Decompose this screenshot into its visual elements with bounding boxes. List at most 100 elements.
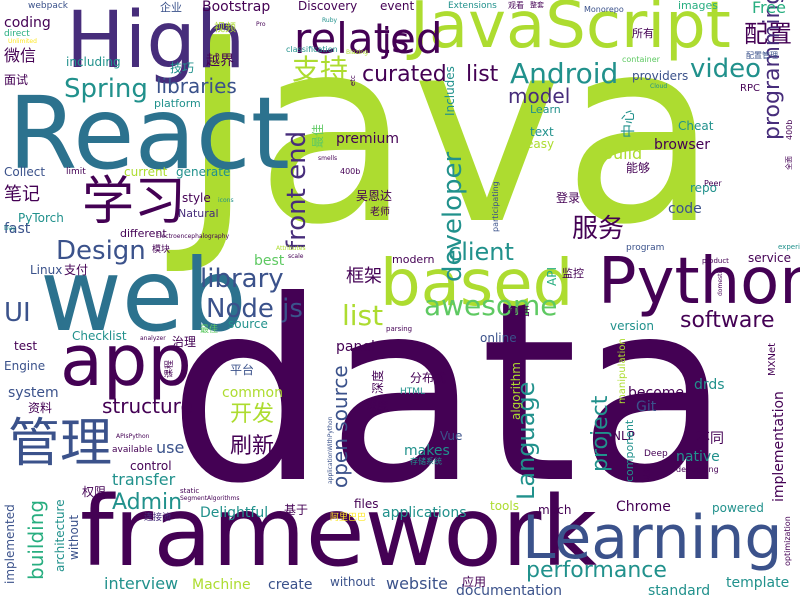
word-git: Git bbox=[636, 399, 657, 415]
word-processing: parsing bbox=[386, 325, 413, 333]
word-zhili: 治理 bbox=[172, 335, 197, 349]
word-libraries: libraries bbox=[156, 74, 237, 98]
word-engine: Engine bbox=[4, 359, 46, 373]
word-zuijia: 最佳 bbox=[200, 325, 219, 335]
word-interview: interview bbox=[104, 574, 179, 593]
word-laoshi: 老师 bbox=[370, 207, 390, 218]
word-nodejs: Node js bbox=[206, 294, 303, 324]
word-app: app bbox=[60, 320, 192, 402]
word-peizhiguanli: 配置管理 bbox=[746, 51, 778, 60]
word-design: Design bbox=[56, 236, 146, 266]
word-debugging: optimization bbox=[783, 516, 792, 566]
word-shuaxin: 刷新 bbox=[230, 434, 275, 459]
word-programming: programming bbox=[760, 0, 785, 140]
word-day: Day bbox=[4, 225, 16, 232]
word-rest: debugging bbox=[676, 465, 719, 474]
word-wuenda: 吴恩达 bbox=[356, 189, 393, 203]
word-mianshi: 面试 bbox=[4, 73, 29, 87]
word-building: building bbox=[24, 499, 48, 580]
word-browser: browser bbox=[654, 137, 711, 153]
word-applications: applications bbox=[382, 505, 467, 521]
word-much: much bbox=[538, 503, 572, 517]
word-qiye: 企业 bbox=[160, 1, 182, 14]
word-become: become bbox=[628, 385, 685, 401]
word-zhongxin: 中心 bbox=[621, 110, 637, 138]
word-source: source bbox=[228, 317, 268, 331]
word-software: software bbox=[680, 308, 775, 333]
word-code: code bbox=[668, 201, 702, 217]
word-unlimited: Unlimited bbox=[8, 38, 37, 45]
word-transfer: transfer bbox=[112, 470, 176, 489]
word-images: images bbox=[678, 0, 718, 12]
word-files: files bbox=[354, 497, 379, 511]
word-static: available bbox=[112, 445, 153, 455]
word-attributes: Attributes bbox=[276, 245, 306, 252]
word-native: native bbox=[676, 449, 720, 465]
word-ziliao: 资料 bbox=[28, 401, 53, 415]
word-documentation: documentation bbox=[456, 583, 563, 599]
word-coding: coding bbox=[4, 15, 51, 31]
word-version: version bbox=[610, 319, 654, 333]
word-makes: makes bbox=[404, 443, 450, 459]
word-alibaba: 阿里巴巴 bbox=[330, 513, 367, 523]
word-library: library bbox=[200, 264, 284, 294]
word-analyzer: analyzer bbox=[140, 335, 166, 342]
word-kuangjia: 框架 bbox=[346, 266, 382, 287]
word-implementation: implementation bbox=[771, 391, 787, 502]
word-free: Free bbox=[752, 0, 786, 17]
word-butong: 不同 bbox=[696, 431, 724, 447]
word-learn: Learn bbox=[530, 103, 561, 116]
word-quanxian: 权限 bbox=[82, 485, 107, 499]
word-structure: structure bbox=[102, 394, 193, 418]
word-build: Build bbox=[602, 144, 643, 163]
word-different: different bbox=[120, 227, 167, 240]
word-js: js bbox=[382, 21, 410, 61]
word-manipulation: HTML bbox=[400, 387, 426, 397]
word-web: web bbox=[40, 237, 247, 354]
word-smells: smells bbox=[318, 155, 338, 162]
word-xuexi: 学习 bbox=[82, 172, 187, 232]
word-use: use bbox=[156, 438, 185, 457]
word-zhichi: 支持 bbox=[292, 53, 349, 86]
word-react: React bbox=[8, 75, 290, 192]
word-test: test bbox=[14, 339, 38, 353]
word-etc: etc bbox=[349, 75, 357, 86]
word-applicationwithpython: applicationWithPython bbox=[327, 416, 334, 484]
word-apispython: APIsPython bbox=[116, 433, 150, 440]
word-nlp: NLP bbox=[612, 429, 635, 443]
word-website: website bbox=[386, 574, 448, 593]
word-current: current bbox=[124, 165, 168, 179]
word-fenbushi: 分布式 bbox=[410, 371, 447, 385]
word-parsing: Deep bbox=[644, 449, 668, 459]
word-experience: program bbox=[626, 243, 665, 253]
word-rpc: RPC bbox=[740, 83, 760, 94]
word-blazing: Blazing bbox=[346, 49, 368, 56]
word-discovery: Discovery bbox=[298, 0, 358, 13]
word-easy: easy bbox=[526, 137, 555, 151]
word-online: online bbox=[480, 331, 517, 345]
word-architecture: architecture bbox=[53, 499, 67, 572]
word-create: create bbox=[268, 577, 313, 593]
word-checklist: Checklist bbox=[72, 329, 127, 343]
word-html: static bbox=[180, 487, 200, 495]
word-framework: framework bbox=[80, 476, 597, 588]
word-program: MXNet bbox=[767, 342, 778, 376]
word-participating: 400b bbox=[785, 119, 794, 140]
word-quanmian: 全面 bbox=[785, 156, 793, 170]
word-client: client bbox=[448, 238, 514, 266]
word-classification: classification bbox=[286, 45, 338, 54]
word-powered: powered bbox=[712, 501, 764, 515]
word-modern: modern bbox=[392, 253, 435, 266]
word-lianjiechi-v: 深度 bbox=[371, 369, 385, 394]
word-sheet: component bbox=[623, 419, 636, 482]
word-suoyou: 所有 bbox=[632, 27, 654, 40]
word-guanli: 管理 bbox=[8, 414, 113, 474]
word-ruby: Ruby bbox=[322, 17, 338, 24]
word-without: without bbox=[67, 514, 81, 560]
word-standard: standard bbox=[648, 583, 711, 599]
word-chrome: Chrome bbox=[616, 499, 671, 515]
word-vue: Vue bbox=[440, 429, 463, 443]
word-segmentalgorithms: SegmentAlgorithms bbox=[180, 495, 240, 502]
word-style: style bbox=[182, 191, 211, 205]
word-weixin: 微信 bbox=[4, 46, 37, 65]
